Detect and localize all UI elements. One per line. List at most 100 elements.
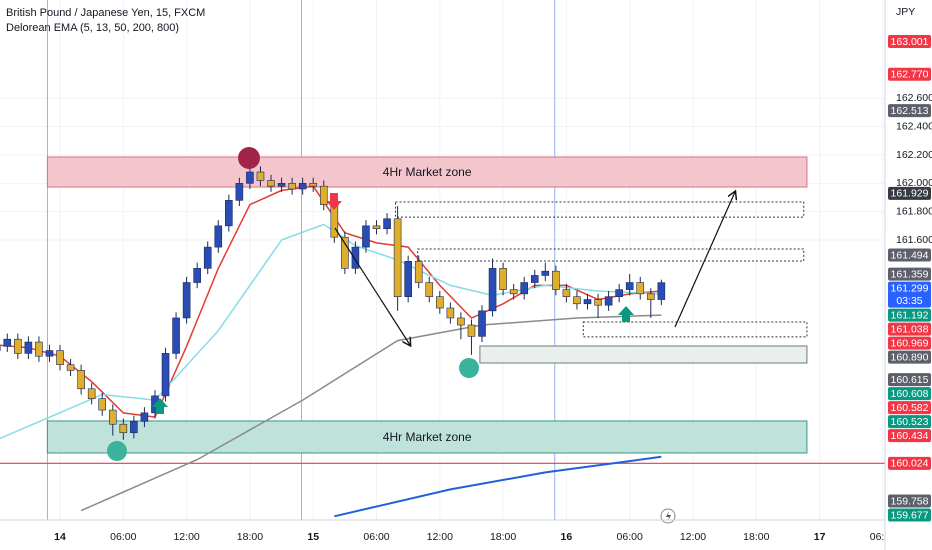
candle-body [425,282,434,297]
price-badge-label: 160.024 [891,458,929,470]
y-tick-label: 161.800 [896,205,932,217]
candle-body [288,183,296,190]
price-badge-label: 163.001 [891,36,929,48]
candle-body [182,282,191,319]
zone [417,248,805,262]
x-tick-label: 12:00 [680,531,706,543]
zone-label: 4Hr Market zone [383,165,472,179]
candle-body [488,268,497,312]
candle-body [446,307,455,319]
x-tick-label: 16 [561,531,573,543]
price-badge [888,248,931,262]
candle-body [362,225,370,248]
candle-body [351,246,360,269]
x-tick-label: 18:00 [743,531,769,543]
candle-body [246,171,254,184]
candle-body [341,236,349,269]
price-badge [888,415,931,429]
candle-body [256,171,265,181]
candle-body [636,282,645,295]
candle-body [562,289,571,297]
candle-body [225,200,233,227]
price-badge [888,35,931,49]
price-badge-label: 159.758 [891,495,929,507]
ema-line [334,455,662,518]
candle-body [66,364,75,371]
candle-body [457,317,465,326]
price-badge [888,336,931,350]
price-badge-label: 160.582 [891,402,929,414]
candle-body [520,282,529,295]
candle-body [615,289,623,297]
candle-body [309,183,318,187]
candle-body [108,409,117,425]
price-badge [888,429,931,443]
candle-body [14,338,22,354]
candle-body [372,225,381,229]
price-badge [888,67,931,81]
candle-body [56,350,64,366]
candle-body [573,296,581,305]
buy-arrow [152,398,168,414]
candle-body [235,183,244,201]
countdown-label: 03:35 [896,295,922,307]
x-tick-label: 15 [307,531,319,543]
price-badge [888,267,931,281]
price-badge [888,281,931,308]
price-badge [888,322,931,336]
price-badge-label: 160.969 [891,337,929,349]
price-badge-label: 160.890 [891,351,929,363]
candle-body [267,180,275,187]
candle-body [319,185,328,205]
price-badge-label: 162.513 [891,105,929,117]
candle-body [414,260,423,283]
ema-line [80,314,662,512]
candle-body [393,218,402,297]
x-tick-label: 17 [814,531,826,543]
candle-body [499,268,507,290]
marker-circle [107,441,127,461]
candle-body [45,350,54,357]
sell-arrow [326,193,342,210]
candle-body [24,341,33,354]
price-badge [888,186,931,200]
x-tick-label: 18:00 [237,531,263,543]
price-badge-label: 161.929 [891,188,929,200]
price-badge-label: 160.615 [891,374,929,386]
candle-body [98,398,107,411]
candle-body [541,270,550,276]
arrow [334,227,410,345]
arrow [674,192,735,328]
currency-label: JPY [896,6,915,18]
y-tick-label: 162.600 [896,92,932,104]
y-tick-label: 162.400 [896,120,932,132]
price-badge-label: 162.770 [891,69,929,81]
candle-body [478,310,486,337]
candle-body [583,299,592,305]
buy-arrow [618,306,634,322]
candle-body [277,183,286,187]
price-badge-label: 161.494 [891,249,929,261]
candle-body [530,275,539,283]
chart-title: British Pound / Japanese Yen, 15, FXCM [6,7,205,19]
candle-body [594,299,602,306]
x-tick-label: 06:00 [363,531,389,543]
x-tick-label: 12:00 [173,531,199,543]
price-badge [888,308,931,322]
price-badge-label: 161.359 [891,268,929,280]
candle-body [436,296,444,309]
zone [395,201,805,218]
candle-body [3,338,12,347]
price-badge [888,508,931,522]
price-badge-label: 160.434 [891,430,929,442]
price-badge-label: 160.523 [891,416,929,428]
x-tick-label: 06:00 [110,531,136,543]
candle-body [383,218,391,229]
price-badge [888,350,931,364]
candle-body [119,423,128,434]
price-badge [888,373,931,387]
marker-circle [459,358,479,378]
price-badge-label: 159.677 [891,509,929,521]
candle-body [161,353,170,397]
